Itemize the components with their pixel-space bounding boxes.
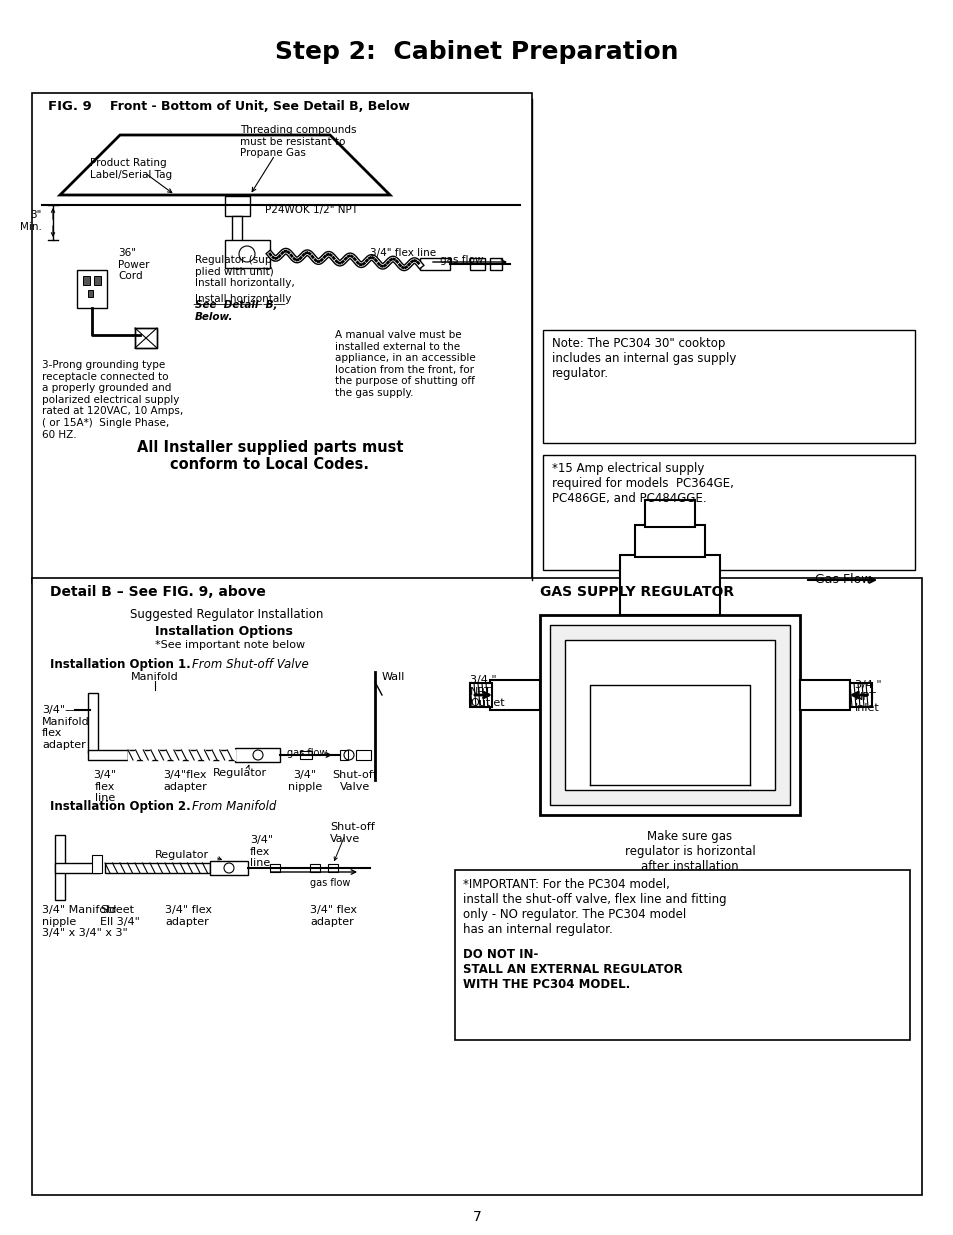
Text: *15 Amp electrical supply
required for models  PC364GE,
PC486GE, and PC484GGE.: *15 Amp electrical supply required for m… xyxy=(552,462,733,505)
Bar xyxy=(635,525,704,557)
Text: 3/4" flex line: 3/4" flex line xyxy=(370,248,436,258)
Text: 3"
Min.: 3" Min. xyxy=(20,210,42,232)
Text: See  Detail  B,: See Detail B, xyxy=(194,300,277,310)
Bar xyxy=(539,615,800,815)
Bar xyxy=(77,270,107,308)
Bar xyxy=(32,578,921,1195)
Text: DO NOT IN-
STALL AN EXTERNAL REGULATOR
WITH THE PC304 MODEL.: DO NOT IN- STALL AN EXTERNAL REGULATOR W… xyxy=(462,948,682,990)
Bar xyxy=(234,748,280,762)
Bar xyxy=(88,693,98,753)
Bar xyxy=(490,680,539,710)
Text: 3/4"flex
adapter: 3/4"flex adapter xyxy=(163,769,207,792)
Bar xyxy=(542,454,914,571)
Bar xyxy=(270,864,280,872)
Text: From Shut-off Valve: From Shut-off Valve xyxy=(192,658,309,671)
Bar xyxy=(232,216,242,241)
Text: Threading compounds
must be resistant to
Propane Gas: Threading compounds must be resistant to… xyxy=(240,125,356,158)
Text: Gas Flow: Gas Flow xyxy=(814,573,871,585)
Text: FIG. 9: FIG. 9 xyxy=(48,100,91,112)
Text: Note: The PC304 30" cooktop
includes an internal gas supply
regulator.: Note: The PC304 30" cooktop includes an … xyxy=(552,337,736,380)
Text: Street
Ell 3/4": Street Ell 3/4" xyxy=(100,905,140,926)
Text: Installation Options: Installation Options xyxy=(154,625,293,638)
Bar xyxy=(225,240,270,268)
Text: I̲n̲s̲t̲a̲l̲l̲ ̲h̲o̲r̲i̲z̲o̲n̲t̲a̲l̲l̲y: I̲n̲s̲t̲a̲l̲l̲ ̲h̲o̲r̲i̲z̲o̲n̲t̲a̲l̲l̲y xyxy=(194,293,291,304)
Text: Step 2:  Cabinet Preparation: Step 2: Cabinet Preparation xyxy=(275,40,678,64)
Text: 3/4 "
NPT
Outlet: 3/4 " NPT Outlet xyxy=(470,676,504,708)
Text: Shut-off
Valve: Shut-off Valve xyxy=(333,769,377,792)
Text: *See important note below: *See important note below xyxy=(154,640,305,650)
Bar xyxy=(619,555,720,615)
Text: 3/4"—
Manifold
flex
adapter: 3/4"— Manifold flex adapter xyxy=(42,705,90,750)
Text: Below.: Below. xyxy=(194,312,233,322)
Bar xyxy=(355,750,371,760)
Text: Regulator: Regulator xyxy=(213,768,267,778)
Text: Suggested Regulator Installation: Suggested Regulator Installation xyxy=(130,608,323,621)
Text: gas flow: gas flow xyxy=(310,878,350,888)
Text: 3/4" flex
adapter: 3/4" flex adapter xyxy=(165,905,212,926)
Bar xyxy=(299,751,312,760)
Text: Shut-off
Valve: Shut-off Valve xyxy=(330,823,375,844)
Text: A manual valve must be
installed external to the
appliance, in an accessible
loc: A manual valve must be installed externa… xyxy=(335,330,476,398)
Bar xyxy=(135,329,157,348)
Text: 3/4"
flex
line: 3/4" flex line xyxy=(250,835,273,868)
Text: Manifold: Manifold xyxy=(131,672,178,682)
Text: All Installer supplied parts must
conform to Local Codes.: All Installer supplied parts must confor… xyxy=(136,440,403,473)
Bar xyxy=(849,683,871,706)
Text: P24WOK 1/2" NPT: P24WOK 1/2" NPT xyxy=(265,205,357,215)
Bar xyxy=(328,864,337,872)
Text: Regulator (sup-
plied with unit)
Install horizontally,: Regulator (sup- plied with unit) Install… xyxy=(194,254,294,288)
Bar xyxy=(88,750,128,760)
Bar xyxy=(470,258,484,270)
Text: Installation Option 2.: Installation Option 2. xyxy=(50,800,191,813)
Text: Detail B – See FIG. 9, above: Detail B – See FIG. 9, above xyxy=(50,585,266,599)
Bar xyxy=(32,93,532,583)
Bar xyxy=(470,683,492,706)
Text: 3/4 "
NPT
Inlet: 3/4 " NPT Inlet xyxy=(854,680,881,713)
Bar xyxy=(105,863,210,873)
Text: Front - Bottom of Unit, See Detail B, Below: Front - Bottom of Unit, See Detail B, Be… xyxy=(110,100,410,112)
Text: 36"
Power
Cord: 36" Power Cord xyxy=(118,248,150,282)
Bar xyxy=(225,196,250,216)
Text: Regulator: Regulator xyxy=(154,850,209,860)
Bar xyxy=(210,861,248,876)
Bar xyxy=(94,275,101,285)
Bar xyxy=(55,863,100,873)
Bar xyxy=(310,864,319,872)
Text: 3/4" flex
adapter: 3/4" flex adapter xyxy=(310,905,356,926)
Text: gas flow: gas flow xyxy=(287,748,327,758)
Bar xyxy=(564,640,774,790)
Text: 7: 7 xyxy=(472,1210,481,1224)
Bar xyxy=(83,275,90,285)
Text: 3-Prong grounding type
receptacle connected to
a properly grounded and
polarized: 3-Prong grounding type receptacle connec… xyxy=(42,359,183,440)
Text: gas flow: gas flow xyxy=(439,254,483,266)
Text: 3/4" Manifold
nipple
3/4" x 3/4" x 3": 3/4" Manifold nipple 3/4" x 3/4" x 3" xyxy=(42,905,128,939)
Bar xyxy=(455,869,909,1040)
Bar xyxy=(490,258,501,270)
Bar xyxy=(800,680,849,710)
Text: 3/4"
nipple: 3/4" nipple xyxy=(288,769,322,792)
Bar xyxy=(419,258,450,270)
Text: 3/4"
flex
line: 3/4" flex line xyxy=(93,769,116,803)
Text: Installation Option 1.: Installation Option 1. xyxy=(50,658,191,671)
Bar xyxy=(55,835,65,900)
Bar xyxy=(88,290,92,296)
Text: From Manifold: From Manifold xyxy=(192,800,276,813)
Bar xyxy=(550,625,789,805)
Text: Wall: Wall xyxy=(381,672,405,682)
Bar xyxy=(91,855,102,873)
Text: Product Rating
Label/Serial Tag: Product Rating Label/Serial Tag xyxy=(90,158,172,179)
Text: *IMPORTANT: For the PC304 model,
install the shut-off valve, flex line and fitti: *IMPORTANT: For the PC304 model, install… xyxy=(462,878,726,936)
Bar xyxy=(339,750,348,760)
Text: GAS SUPPLY REGULATOR: GAS SUPPLY REGULATOR xyxy=(539,585,734,599)
Bar xyxy=(128,750,234,760)
Text: Make sure gas
regulator is horizontal
after installation: Make sure gas regulator is horizontal af… xyxy=(624,830,755,873)
Bar xyxy=(542,330,914,443)
Bar xyxy=(644,500,695,527)
